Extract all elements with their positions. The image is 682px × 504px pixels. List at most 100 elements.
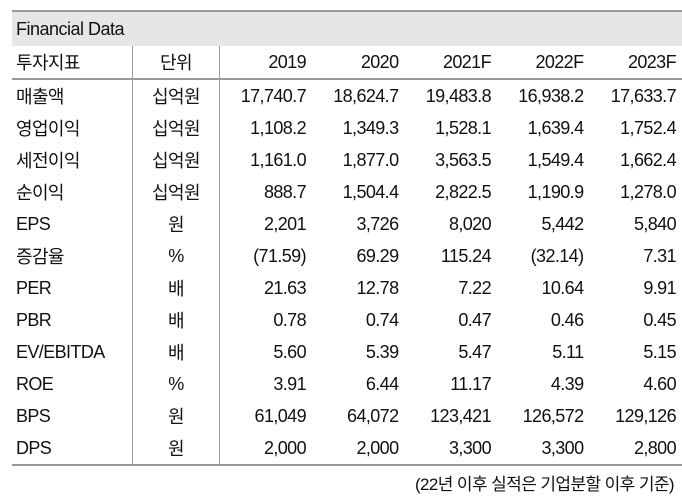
header-cell: 2019 bbox=[219, 46, 312, 80]
row-label: PBR bbox=[12, 304, 133, 336]
value-cell: 1,190.9 bbox=[527, 181, 584, 202]
financial-table: 투자지표 단위 2019 2020 2021F 2022F 2023F 매출액 십… bbox=[12, 46, 682, 466]
row-label: EPS bbox=[12, 208, 133, 240]
row-label: PER bbox=[12, 272, 133, 304]
value-cell: 17,740.7 bbox=[240, 85, 307, 106]
table-row: EPS 원 2,201 3,726 8,020 5,442 5,840 bbox=[12, 208, 682, 240]
value-cell: 4.39 bbox=[550, 373, 584, 394]
value-cell: 12.78 bbox=[356, 277, 399, 298]
value-cell: 129,126 bbox=[615, 405, 676, 426]
value-cell: 115.24 bbox=[440, 245, 492, 266]
value-cell: 5,840 bbox=[633, 213, 677, 234]
unit-cell: % bbox=[132, 368, 220, 400]
value-cell: 1,161.0 bbox=[250, 149, 306, 170]
table-row: 영업이익 십억원 1,108.2 1,349.3 1,528.1 1,639.4 1,752… bbox=[12, 112, 682, 144]
value-cell: 2,000 bbox=[219, 432, 312, 466]
value-cell: (32.14) bbox=[530, 245, 584, 266]
unit-cell: 십억원 bbox=[132, 176, 220, 208]
row-label: 순이익 bbox=[12, 176, 133, 208]
value-cell: 2,822.5 bbox=[435, 181, 491, 202]
table-row: PBR 배 0.78 0.74 0.47 0.46 0.45 bbox=[12, 304, 682, 336]
unit-cell: 십억원 bbox=[132, 144, 220, 176]
financial-data-table-container: Financial Data 투자지표 단위 2019 2020 2021F 2… bbox=[12, 10, 682, 466]
table-row: 매출액 십억원 17,740.7 18,624.7 19,483.8 16,938.2 17… bbox=[12, 79, 682, 112]
table-row: 증감율% (71.59) 69.29 115.24 (32.14) 7.31 bbox=[12, 240, 682, 272]
table-row: 세전이익 십억원 1,161.0 1,877.0 3,563.5 1,549.4 1,662… bbox=[12, 144, 682, 176]
value-cell: 3,563.5 bbox=[435, 149, 491, 170]
row-label: DPS bbox=[12, 432, 133, 466]
footnote: (22년 이후 실적은 기업분할 이후 기준) bbox=[414, 475, 675, 494]
row-label: EV/EBITDA bbox=[12, 336, 133, 368]
unit-cell: 배 bbox=[132, 272, 220, 304]
value-cell: 7.31 bbox=[643, 245, 676, 266]
value-cell: 1,108.2 bbox=[250, 117, 306, 138]
value-cell: 5.47 bbox=[458, 341, 491, 362]
value-cell: 9.91 bbox=[643, 277, 676, 298]
value-cell: 888.7 bbox=[263, 181, 307, 202]
value-cell: 18,624.7 bbox=[333, 85, 399, 106]
value-cell: 5.15 bbox=[643, 341, 676, 362]
value-cell: 2,000 bbox=[312, 432, 405, 466]
value-cell: 3,300 bbox=[404, 432, 497, 466]
header-cell: 투자지표 bbox=[12, 46, 133, 80]
row-label: BPS bbox=[12, 400, 133, 432]
row-label: 세전이익 bbox=[12, 144, 133, 176]
table-row: DPS 원 2,000 2,000 3,300 3,300 2,800 bbox=[12, 432, 682, 466]
table-row: PER 배 21.63 12.78 7.22 10.64 9.91 bbox=[12, 272, 682, 304]
value-cell: 5,442 bbox=[541, 213, 584, 234]
value-cell: 0.78 bbox=[273, 309, 306, 330]
table-row: EV/EBITDA 배 5.60 5.39 5.47 5.11 5.15 bbox=[12, 336, 682, 368]
table-row: 순이익 십억원 888.7 1,504.4 2,822.5 1,190.9 1,278.0 bbox=[12, 176, 682, 208]
value-cell: 7.22 bbox=[458, 277, 491, 298]
header-cell: 2021F bbox=[404, 46, 497, 80]
value-cell: 3.91 bbox=[273, 373, 306, 394]
value-cell: 2,800 bbox=[589, 432, 682, 466]
unit-cell: 배 bbox=[132, 304, 220, 336]
header-cell: 2022F bbox=[497, 46, 590, 80]
value-cell: 4.60 bbox=[643, 373, 676, 394]
value-cell: 1,528.1 bbox=[435, 117, 491, 138]
value-cell: 1,349.3 bbox=[342, 117, 399, 138]
row-label: 매출액 bbox=[12, 79, 133, 112]
value-cell: 126,572 bbox=[522, 405, 584, 426]
value-cell: (71.59) bbox=[253, 245, 306, 266]
value-cell: 1,504.4 bbox=[342, 181, 399, 202]
value-cell: 16,938.2 bbox=[518, 85, 584, 106]
header-row: 투자지표 단위 2019 2020 2021F 2022F 2023F bbox=[12, 46, 682, 80]
value-cell: 123,421 bbox=[430, 405, 491, 426]
value-cell: 0.46 bbox=[550, 309, 584, 330]
unit-cell: 원 bbox=[132, 208, 220, 240]
value-cell: 21.63 bbox=[263, 277, 307, 298]
value-cell: 19,483.8 bbox=[425, 85, 492, 106]
unit-cell: 원 bbox=[132, 400, 220, 432]
table-row: BPS 원 61,049 64,072 123,421 126,572 129,126 bbox=[12, 400, 682, 432]
row-label: 증감율 bbox=[12, 240, 133, 272]
value-cell: 3,726 bbox=[356, 213, 399, 234]
unit-cell: 원 bbox=[132, 432, 220, 466]
value-cell: 5.39 bbox=[365, 341, 399, 362]
header-cell: 단위 bbox=[132, 46, 220, 80]
value-cell: 11.17 bbox=[450, 373, 491, 394]
value-cell: 6.44 bbox=[365, 373, 399, 394]
header-cell: 2020 bbox=[312, 46, 405, 80]
header-cell: 2023F bbox=[589, 46, 682, 80]
value-cell: 5.60 bbox=[273, 341, 306, 362]
value-cell: 61,049 bbox=[254, 405, 307, 426]
value-cell: 64,072 bbox=[347, 405, 399, 426]
value-cell: 1,662.4 bbox=[620, 149, 676, 170]
table-title: Financial Data bbox=[12, 10, 682, 46]
unit-cell: 십억원 bbox=[132, 112, 220, 144]
value-cell: 1,549.4 bbox=[527, 149, 584, 170]
value-cell: 1,877.0 bbox=[342, 149, 399, 170]
value-cell: 2,201 bbox=[263, 213, 307, 234]
value-cell: 69.29 bbox=[356, 245, 399, 266]
unit-cell: % bbox=[132, 240, 220, 272]
table-row: ROE% 3.91 6.44 11.17 4.39 4.60 bbox=[12, 368, 682, 400]
value-cell: 3,300 bbox=[497, 432, 590, 466]
value-cell: 5.11 bbox=[552, 341, 584, 362]
value-cell: 17,633.7 bbox=[610, 85, 677, 106]
value-cell: 1,752.4 bbox=[620, 117, 676, 138]
unit-cell: 십억원 bbox=[132, 79, 220, 112]
value-cell: 0.74 bbox=[365, 309, 399, 330]
row-label: 영업이익 bbox=[12, 112, 133, 144]
